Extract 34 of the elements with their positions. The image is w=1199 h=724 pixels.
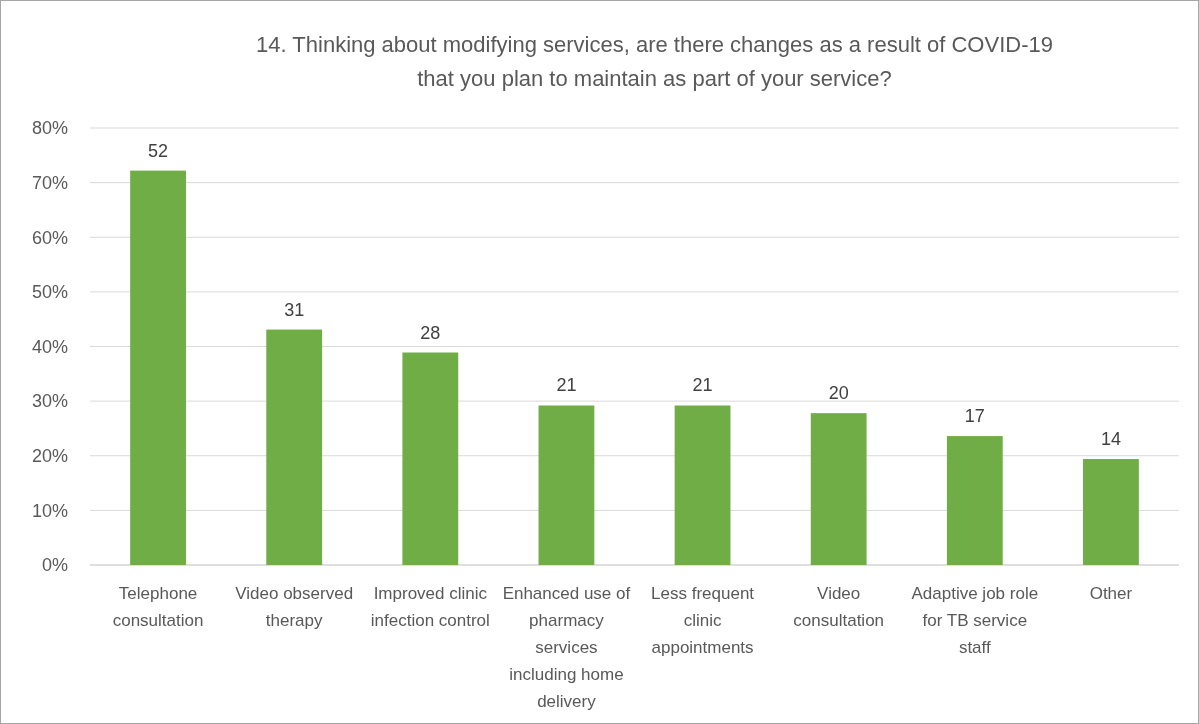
y-tick-label: 60%: [31, 227, 68, 248]
y-tick-label: 0%: [41, 555, 68, 576]
x-tick-label: Other: [1089, 584, 1133, 603]
bar: [1083, 459, 1139, 565]
annotation: 52: [148, 140, 169, 161]
bar: [810, 413, 867, 565]
chart-title: 14. Thinking about modifying services, are there changes as a result of COVID-19 that you plan to maintain as part of your service?: [256, 32, 1053, 91]
x-tick-label: Video observed therapy: [235, 584, 354, 630]
y-tick-label: 50%: [31, 282, 68, 303]
y-tick-label: 80%: [31, 118, 68, 139]
bar: [538, 405, 595, 565]
x-tick-label: Less frequent clinic appointments: [651, 584, 755, 657]
y-tick-label: 70%: [31, 172, 68, 193]
x-tick-label: Telephone consultation: [112, 584, 204, 630]
annotation: 21: [556, 375, 577, 396]
bar: [402, 352, 459, 565]
y-tick-label: 30%: [31, 391, 68, 412]
y-tick-label: 20%: [31, 446, 68, 467]
annotation: 28: [420, 322, 441, 343]
x-tick-label: Enhanced use of pharmacy services including home delivery: [502, 584, 631, 711]
annotation: 21: [692, 375, 713, 396]
annotation: 14: [1100, 429, 1121, 450]
annotation: 17: [964, 406, 985, 427]
y-tick-label: 10%: [31, 500, 68, 521]
x-tick-label: Video consultation: [793, 584, 885, 630]
y-tick-label: 40%: [31, 336, 68, 357]
x-tick-label: Adaptive job role for TB service staff: [911, 584, 1039, 657]
bar: [674, 405, 731, 565]
bar: [130, 170, 186, 565]
bar: [266, 329, 323, 565]
bar: [946, 436, 1003, 565]
annotation: 31: [284, 299, 305, 320]
annotation: 20: [828, 383, 849, 404]
x-tick-label: Improved clinic infection control: [370, 584, 490, 630]
